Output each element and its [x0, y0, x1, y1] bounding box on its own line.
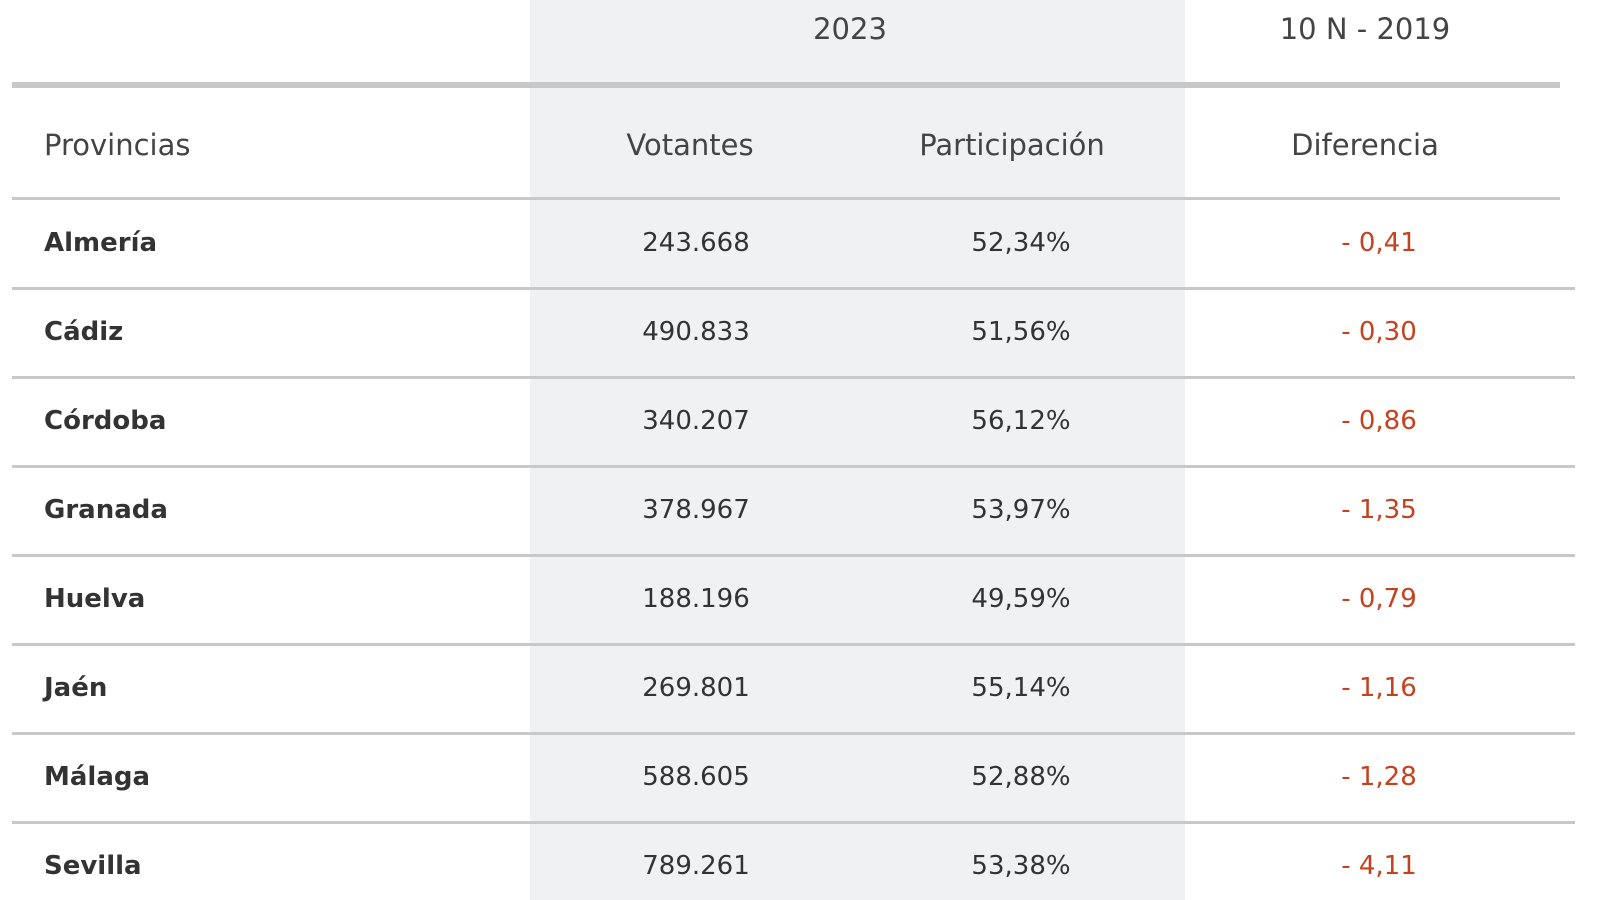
- cell-value: - 0,41: [1341, 227, 1417, 258]
- row-rule: [12, 732, 1575, 735]
- row-label: Sevilla: [44, 850, 142, 881]
- group-header: 2023: [813, 12, 887, 46]
- row-label: Almería: [44, 227, 158, 258]
- row-rule: [12, 287, 1575, 290]
- row-rule: [12, 554, 1575, 557]
- cell-value: 53,97%: [971, 494, 1071, 525]
- column-rule: [12, 197, 1560, 200]
- group-header: 10 N - 2019: [1279, 12, 1451, 46]
- row-label: Huelva: [44, 583, 146, 614]
- column-header: Participación: [919, 128, 1105, 162]
- row-rule: [12, 643, 1575, 646]
- cell-value: - 1,16: [1341, 672, 1417, 703]
- cell-value: 55,14%: [971, 672, 1071, 703]
- cell-value: 269.801: [642, 672, 750, 703]
- cell-value: 588.605: [642, 761, 750, 792]
- row-label: Córdoba: [44, 405, 167, 436]
- cell-value: 52,88%: [971, 761, 1071, 792]
- row-rule: [12, 376, 1575, 379]
- cell-value: - 1,35: [1341, 494, 1417, 525]
- column-header: Provincias: [44, 128, 191, 162]
- cell-value: 49,59%: [971, 583, 1071, 614]
- row-label: Jaén: [44, 672, 108, 703]
- cell-value: - 0,79: [1341, 583, 1417, 614]
- cell-value: - 1,28: [1341, 761, 1417, 792]
- cell-value: 52,34%: [971, 227, 1071, 258]
- column-header: Votantes: [626, 128, 754, 162]
- cell-value: 188.196: [642, 583, 750, 614]
- header-rule: [12, 82, 1560, 88]
- row-rule: [12, 821, 1575, 824]
- cell-value: - 0,86: [1341, 405, 1417, 436]
- cell-value: 53,38%: [971, 850, 1071, 881]
- cell-value: 340.207: [642, 405, 750, 436]
- group-band: [530, 0, 1185, 900]
- cell-value: 789.261: [642, 850, 750, 881]
- row-label: Málaga: [44, 761, 151, 792]
- cell-value: - 0,30: [1341, 316, 1417, 347]
- cell-value: 490.833: [642, 316, 750, 347]
- cell-value: 56,12%: [971, 405, 1071, 436]
- cell-value: 378.967: [642, 494, 750, 525]
- cell-value: 51,56%: [971, 316, 1071, 347]
- column-header: Diferencia: [1291, 128, 1439, 162]
- row-label: Granada: [44, 494, 168, 525]
- cell-value: - 4,11: [1341, 850, 1417, 881]
- row-label: Cádiz: [44, 316, 124, 347]
- cell-value: 243.668: [642, 227, 750, 258]
- row-rule: [12, 465, 1575, 468]
